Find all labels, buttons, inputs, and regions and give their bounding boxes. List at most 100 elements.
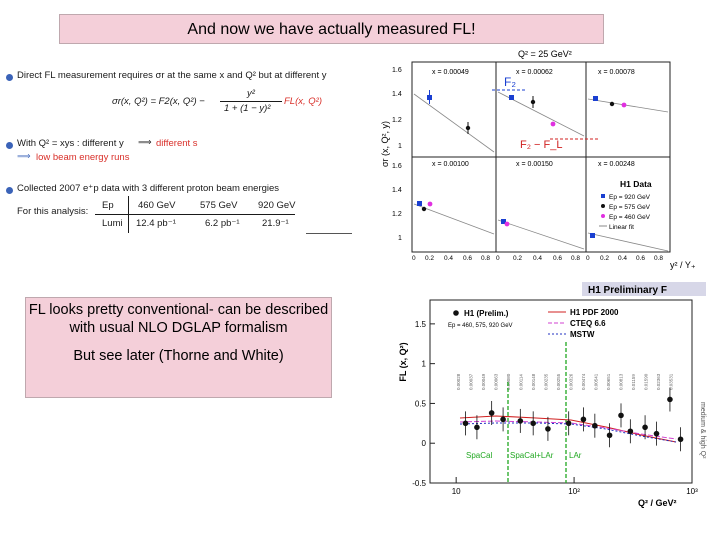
x-axis: 10 10² 10³ [452,477,698,496]
fl-data-point [606,432,613,439]
x-tick-label: 0.2 [513,255,522,262]
x-value-label: 0.00028 [456,373,461,390]
fl-data-point [667,396,673,403]
y-axis: 1.5 1 0.5 0 -0.5 [412,320,435,488]
table-rule [128,196,129,233]
x-value-label: 0.00063 [494,373,499,390]
side-text: medium & high Q² [699,402,706,459]
note-line-1: FL looks pretty conventional- can be des… [28,302,329,336]
fit-line [497,219,585,250]
bullet-icon [6,187,13,194]
region-label: SpaCal [466,451,492,460]
bottom-chart-xlabel: Q² / GeV² [638,498,677,508]
data-point [509,95,514,100]
legend-marker [601,194,605,198]
x-tick-label: 0.2 [425,255,434,262]
y-tick-label: 1 [398,235,402,242]
data-point [501,219,506,224]
y-tick-label: 1.6 [392,163,402,170]
bottom-chart: H1 Preliminary F FL (x, Q²) Q² / GeV² me… [398,282,706,508]
bullet1-text: Direct FL measurement requires σr at the… [17,70,327,81]
x-value-label: 0.00813 [619,373,624,390]
legend-marker [453,310,459,316]
fl-data-point [488,410,495,416]
x-tick-label: 0.6 [463,255,472,262]
legend-marker [601,204,605,208]
x-value-labels: 0.00028 0.00037 0.00049 0.00063 0.00080 0.001… [456,373,674,390]
bottom-chart-legend: H1 (Prelim.) Ep = 460, 575, 920 GeV H1 P… [448,308,619,339]
y-tick-label: 1.4 [392,91,402,98]
top-chart-legend: H1 Data Ep = 920 GeV Ep = 575 GeV Ep = 4… [599,179,652,231]
legend-label: H1 (Prelim.) [464,309,509,318]
panel-frames [411,61,671,253]
x-tick-label: 0.4 [444,255,453,262]
fit-line [587,98,669,113]
mstw-curve [459,422,677,443]
panel-label: x = 0.00100 [432,161,469,168]
y-tick-label: -0.5 [412,479,426,488]
table-header-cell: 575 GeV [200,200,238,211]
x-tick-label: 0.4 [618,255,627,262]
x-value-label: 0.03531 [669,373,674,390]
panel-frame [495,156,587,253]
data-point [504,221,510,227]
x-value-label: 0.00235 [544,373,549,390]
x-value-label: 0.01590 [644,373,649,390]
fl-data-point [627,428,634,435]
data-point [427,201,433,207]
y-tick-label: 0.5 [415,399,427,408]
x-value-label: 0.00651 [606,373,611,390]
y-tick-label: 1.2 [392,117,402,124]
note-line-2: But see later (Thorne and White) [73,348,284,364]
x-value-label: 0.00148 [531,373,536,390]
fl-data-point [474,424,480,431]
legend-label: Linear fit [609,224,634,231]
data-point [609,101,615,107]
legend-label: Ep = 575 GeV [609,204,651,211]
x-tick-label: 0.8 [571,255,580,262]
legend-label: Ep = 920 GeV [609,194,651,201]
table-cell: 21.9⁻¹ [262,218,289,229]
legend-title: H1 Data [620,179,652,189]
bottom-chart-ylabel: FL (x, Q²) [398,342,408,381]
y-tick-label: 1.6 [392,67,402,74]
annot-f2-minus-fl: F₂ − F_L [520,139,562,151]
panel-label: x = 0.00248 [598,161,635,168]
data-point [590,233,595,238]
x-value-label: 0.00114 [519,374,524,390]
bullet2-text: With Q² = xys : different y [17,138,124,149]
fl-data-point [517,418,524,424]
x-value-label: 0.00474 [581,373,586,390]
panel-label: x = 0.00062 [516,69,553,76]
data-point [593,96,598,101]
divider [306,233,352,234]
y-tick-label: 1.4 [392,187,402,194]
bullet-icon [6,74,13,81]
x-value-label: 0.00037 [469,373,474,390]
panel-frame [411,61,497,158]
bullet2-arrow-text: different s [156,138,198,149]
panel-frame [411,156,497,253]
table-rule [95,214,295,215]
legend-label: CTEQ 6.6 [570,319,606,328]
region-label: LAr [569,451,582,460]
fl-data-point [530,420,536,427]
slide-title: And now we have actually measured FL! [59,14,604,44]
formula-rhs: FL(x, Q²) [284,96,322,107]
bullet2-sub-text: low beam energy runs [36,152,130,163]
table-cell: 12.4 pb⁻¹ [136,218,176,229]
panel-label: x = 0.00150 [516,161,553,168]
fit-line [587,232,669,252]
top-chart-points [417,90,627,238]
table-header-cell: Ep [102,200,114,211]
x-tick-label: 0.6 [636,255,645,262]
fl-data-point [618,412,624,419]
fl-data-points [462,387,684,452]
fl-data-point [592,422,598,429]
fl-data-point [565,420,572,427]
panel-label: x = 0.00049 [432,69,469,76]
table-cell: 6.2 pb⁻¹ [205,218,240,229]
region-label: SpaCal+LAr [510,451,554,460]
x-value-label: 0.02363 [656,373,661,390]
fl-data-point [677,436,684,443]
